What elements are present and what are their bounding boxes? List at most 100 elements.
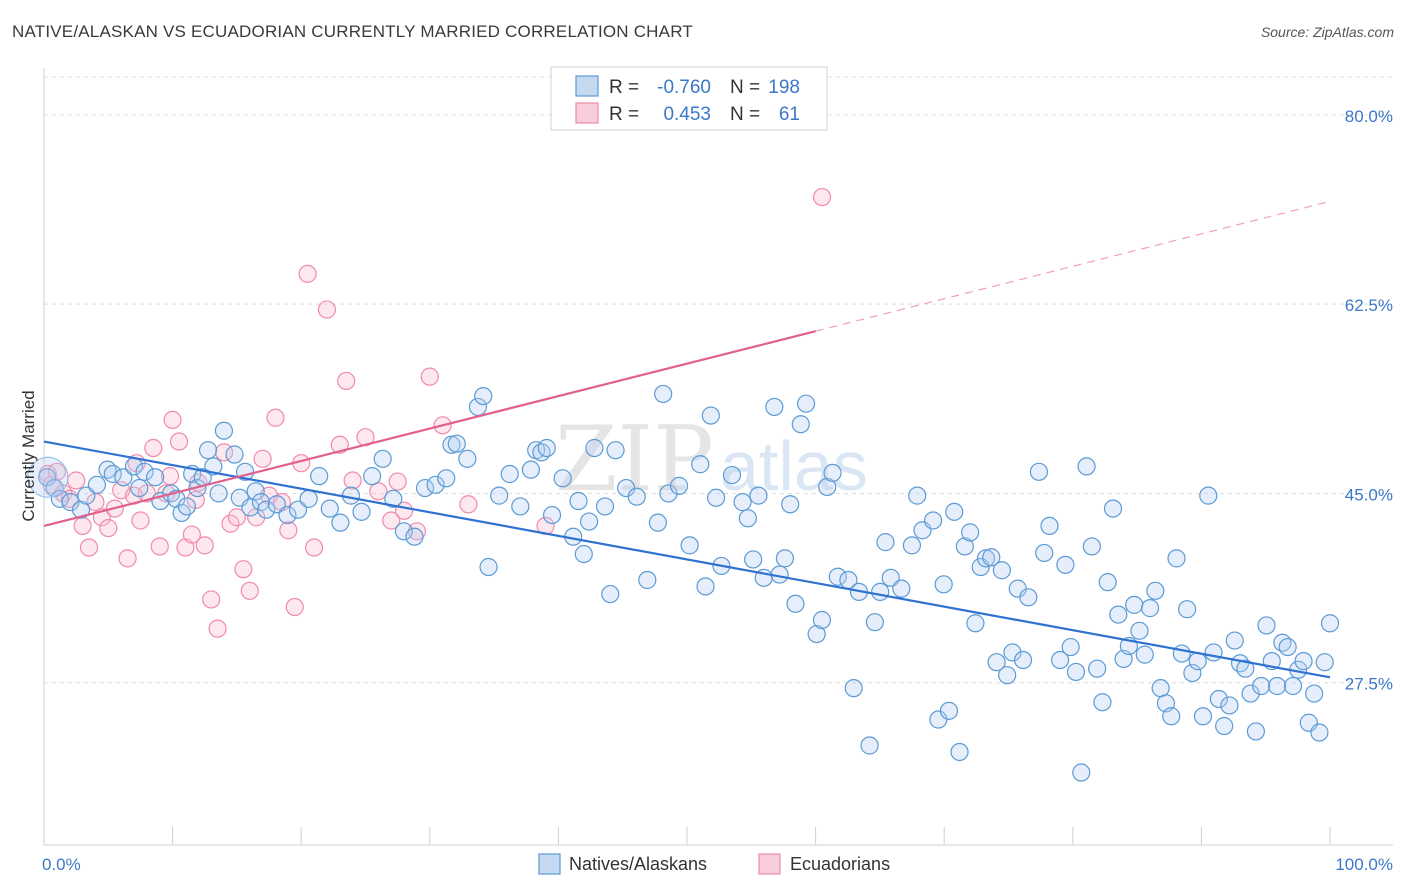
natives-point: [955, 537, 974, 556]
natives-point: [871, 582, 890, 601]
watermark-atlas: atlas: [720, 427, 868, 505]
ecuadorians-points: [38, 187, 832, 638]
natives-point: [738, 509, 757, 528]
natives-point: [1162, 707, 1181, 726]
natives-point: [479, 557, 498, 577]
natives-point: [1315, 653, 1334, 672]
natives-point: [812, 610, 832, 630]
natives-point: [707, 488, 726, 507]
watermark-zip: ZIP: [555, 407, 714, 512]
ecuadorians-point: [150, 537, 169, 556]
natives-point: [987, 653, 1006, 672]
natives-point: [1241, 684, 1260, 703]
natives-point: [818, 477, 837, 497]
ecuadorians-point: [266, 408, 285, 427]
natives-point: [1172, 644, 1191, 663]
ecuadorians-point: [202, 590, 221, 609]
natives-point: [1199, 486, 1218, 505]
chart-title: NATIVE/ALASKAN VS ECUADORIAN CURRENTLY M…: [12, 22, 693, 41]
natives-point: [1061, 637, 1080, 657]
natives-point: [722, 465, 742, 485]
natives-point: [521, 460, 540, 479]
ecuadorians-point: [208, 619, 227, 638]
natives-point: [902, 536, 922, 555]
natives-point: [71, 500, 91, 519]
natives-point: [796, 394, 816, 413]
natives-point: [177, 497, 196, 516]
natives-point: [103, 464, 122, 484]
natives-point: [1283, 676, 1303, 696]
natives-point: [553, 469, 572, 488]
natives-point: [257, 500, 276, 519]
natives-point: [1267, 676, 1287, 696]
natives-point: [1098, 573, 1117, 592]
natives-point: [786, 594, 805, 613]
correlation-legend: R = -0.760 N = 198 R = 0.453 N = 61: [550, 66, 828, 131]
x-tick-label-max: 100.0%: [1335, 855, 1393, 874]
natives-point: [574, 544, 593, 564]
ecuadorians-point: [67, 471, 86, 490]
natives-point: [908, 486, 927, 505]
natives-point-large: [27, 456, 69, 498]
natives-point: [1167, 549, 1186, 568]
natives-point: [1225, 631, 1244, 650]
ecuadorians-point: [227, 508, 246, 527]
natives-point: [892, 579, 911, 598]
natives-point: [130, 478, 149, 498]
natives-point: [1040, 516, 1059, 536]
natives-point: [579, 512, 599, 531]
ecuadorians-trend-line: [43, 330, 816, 527]
legend-n-value-1: 198: [768, 77, 800, 98]
natives-point: [1013, 650, 1033, 670]
natives-point: [992, 561, 1011, 580]
legend-r-label-1: R =: [609, 77, 639, 98]
legend-n-label-1: N =: [730, 77, 760, 98]
ecuadorians-point: [163, 410, 182, 429]
natives-point: [606, 441, 625, 460]
ecuadorians-point: [253, 449, 272, 468]
natives-point: [1103, 499, 1123, 518]
natives-point: [426, 475, 445, 494]
ecuadorians-point: [131, 511, 150, 530]
natives-point: [458, 449, 477, 468]
natives-point: [1135, 645, 1154, 664]
natives-point: [998, 666, 1017, 685]
y-tick-label: 45.0%: [1345, 485, 1393, 504]
natives-point: [1278, 637, 1297, 657]
natives-point: [394, 522, 413, 541]
source-label: Source: ZipAtlas.com: [1260, 24, 1394, 40]
natives-point: [146, 468, 165, 487]
grid-lines: 27.5% 45.0% 62.5% 80.0%: [44, 76, 1393, 694]
ecuadorians-point: [330, 435, 349, 454]
natives-point: [331, 513, 350, 532]
natives-point: [966, 614, 985, 633]
natives-point: [1320, 614, 1340, 633]
natives-point: [744, 550, 763, 569]
natives-point: [749, 486, 768, 505]
ecuadorians-point: [298, 264, 317, 283]
legend-r-value-1: -0.760: [657, 77, 711, 98]
natives-point: [1252, 676, 1271, 696]
legend-r-value-2: 0.453: [663, 104, 711, 125]
natives-point: [1093, 693, 1112, 712]
natives-point: [1236, 659, 1255, 678]
ecuadorians-point: [240, 581, 259, 600]
natives-point: [976, 549, 996, 568]
natives-point: [1082, 537, 1101, 556]
natives-point: [500, 464, 519, 484]
natives-point: [696, 577, 715, 596]
ecuadorians-point: [337, 371, 356, 391]
natives-point: [442, 435, 461, 454]
natives-trend-line: [43, 440, 1331, 679]
natives-point: [214, 421, 234, 440]
ecuadorians-point: [304, 538, 324, 557]
y-tick-label: 27.5%: [1345, 675, 1393, 694]
ecuadorians-point: [317, 300, 337, 319]
natives-point: [961, 523, 980, 542]
ecuadorians-point: [144, 438, 163, 458]
natives-point: [415, 478, 435, 498]
natives-point: [844, 679, 863, 698]
natives-point: [1305, 684, 1324, 703]
natives-point: [595, 497, 615, 516]
natives-point: [648, 513, 667, 532]
